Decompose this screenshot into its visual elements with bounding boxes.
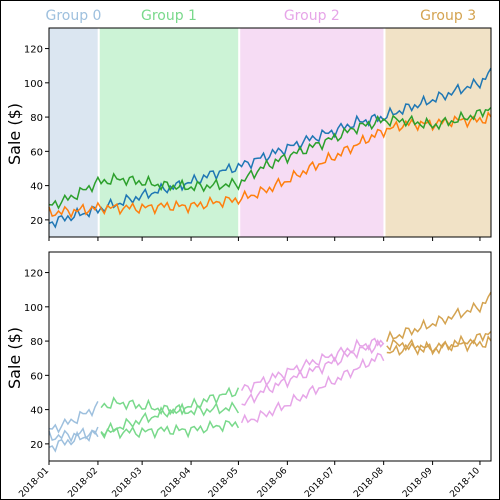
y-tick-label: 100 [24, 79, 43, 90]
y-tick-label: 100 [24, 303, 43, 314]
group-label-0: Group 0 [45, 8, 101, 24]
top-y-label: Sale ($) [5, 103, 24, 165]
group-segment-1-0 [48, 426, 99, 443]
x-tick-label: 2018-09 [401, 466, 435, 500]
group-segment-0-0 [48, 429, 99, 453]
group-band-3 [385, 28, 491, 237]
group-bands [49, 28, 491, 237]
group-segment-2-2 [241, 338, 385, 406]
x-tick-label: 2018-05 [207, 466, 241, 500]
x-axis: 2018-01 2018-02 2018-03 2018-04 2018-05 2018-… [17, 461, 482, 500]
bottom-y-label: Sale ($) [5, 327, 24, 389]
x-tick-label: 2018-10 [448, 466, 482, 500]
group-segment-0-3 [386, 291, 492, 342]
series-lines [48, 67, 492, 229]
x-tick-label: 2018-04 [160, 466, 194, 500]
x-tick-label: 2018-02 [66, 466, 100, 500]
x-tick-label: 2018-01 [17, 466, 51, 500]
group-band-0 [49, 28, 98, 237]
x-tick-label: 2018-08 [352, 466, 386, 500]
group-segment-0-2 [240, 337, 385, 395]
y-tick-label: 60 [30, 371, 43, 382]
y-tick-label: 40 [30, 182, 43, 193]
group-segment-1-1 [100, 419, 240, 440]
group-labels: Group 0 Group 1 Group 2 Group 3 [45, 8, 476, 24]
group-segment-0-1 [100, 386, 240, 437]
series-line-1 [48, 111, 492, 219]
top-y-axis: 20 40 60 80 100 120 [24, 45, 481, 241]
y-tick-label: 80 [30, 113, 43, 124]
group-band-2 [240, 28, 384, 237]
series-line-2 [48, 106, 492, 210]
y-tick-label: 120 [24, 269, 43, 280]
group-segment-1-2 [240, 352, 385, 424]
y-tick-label: 20 [30, 216, 43, 227]
group-label-1: Group 1 [141, 8, 197, 24]
y-tick-label: 20 [30, 440, 43, 451]
bottom-y-axis: 20 40 60 80 100 120 [24, 269, 49, 451]
group-label-2: Group 2 [284, 8, 340, 24]
group-label-3: Group 3 [420, 8, 476, 24]
series-line-0 [48, 67, 492, 229]
group-colored-lines [48, 291, 492, 453]
x-tick-label: 2018-07 [303, 466, 337, 500]
group-segment-2-1 [100, 396, 240, 417]
group-segment-2-0 [48, 401, 99, 434]
top-plot-border [48, 27, 492, 238]
bottom-plot-border [48, 251, 492, 462]
x-tick-label: 2018-03 [111, 466, 145, 500]
y-tick-label: 60 [30, 147, 43, 158]
y-tick-label: 120 [24, 45, 43, 56]
y-tick-label: 40 [30, 406, 43, 417]
group-segment-2-3 [386, 330, 492, 355]
x-tick-label: 2018-06 [256, 466, 290, 500]
y-tick-label: 80 [30, 337, 43, 348]
